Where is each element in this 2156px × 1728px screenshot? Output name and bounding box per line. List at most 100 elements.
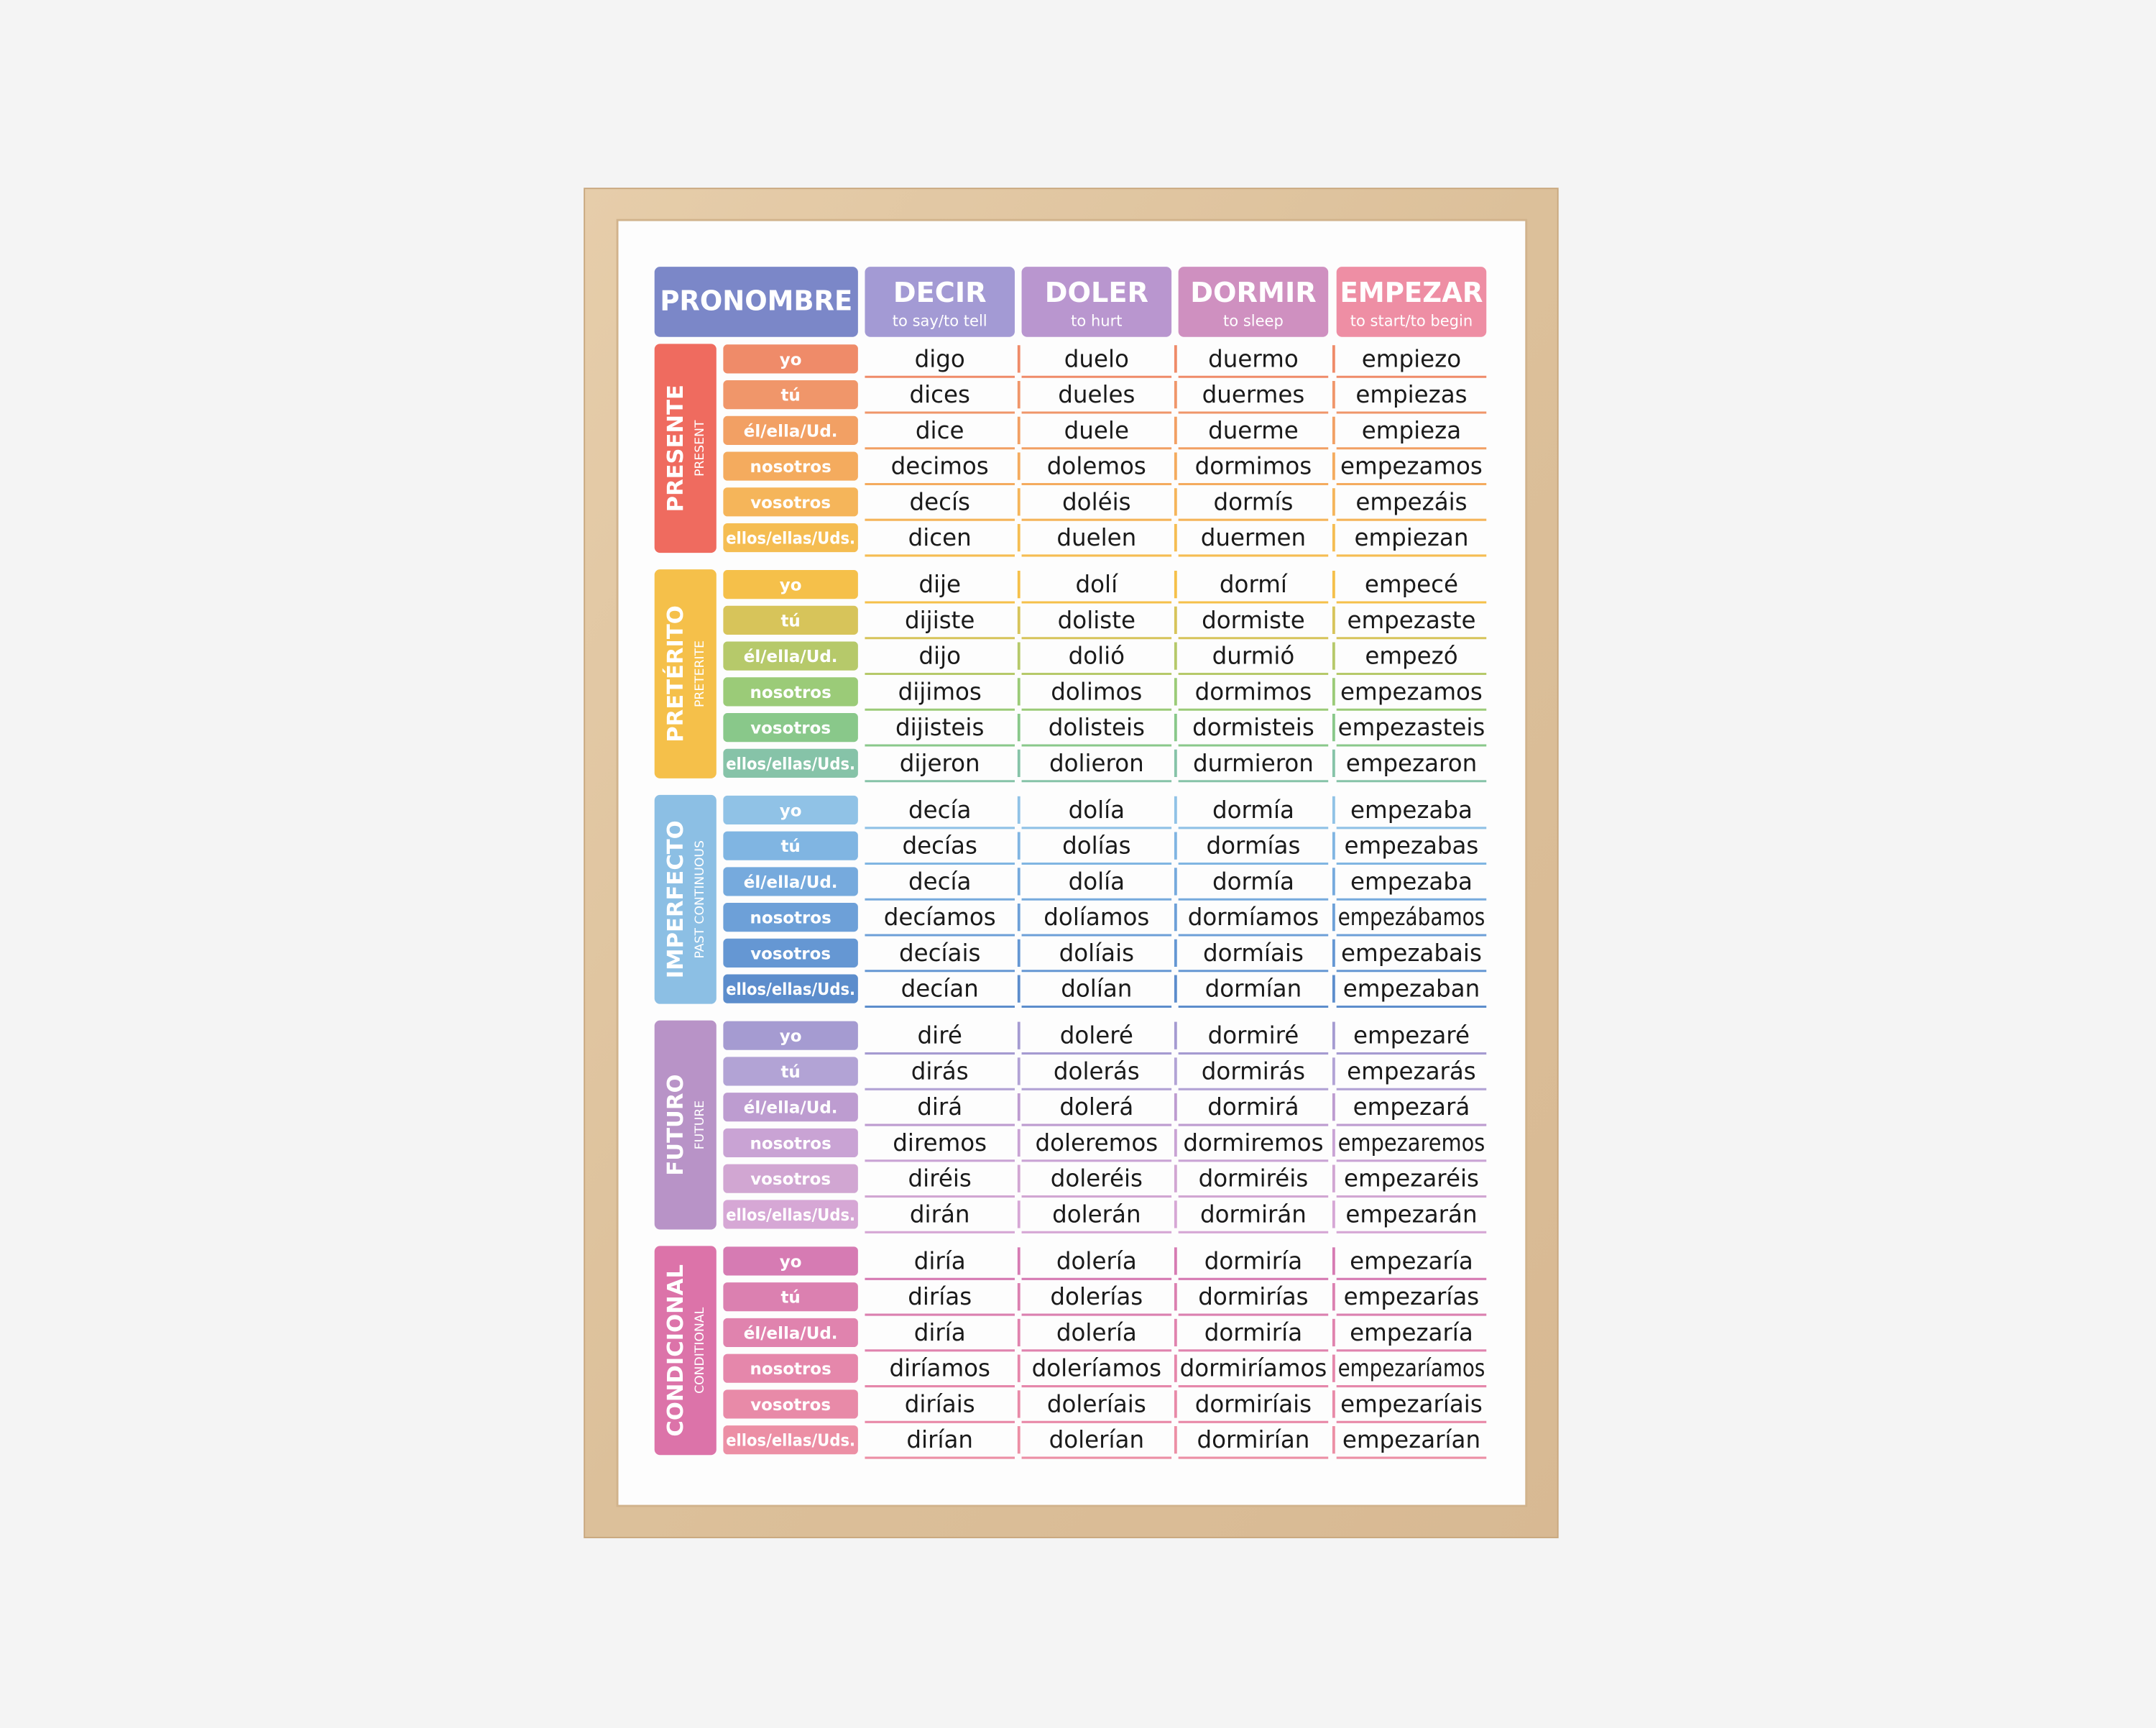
verb-name: DECIR bbox=[893, 277, 987, 309]
conjugation: empezaba bbox=[1350, 796, 1473, 824]
conjugation: dirás bbox=[911, 1057, 969, 1085]
pronoun-pill bbox=[723, 487, 858, 517]
conjugation: dolía bbox=[1069, 868, 1125, 895]
pronoun-pill bbox=[723, 938, 858, 968]
conjugation: dolisteis bbox=[1049, 714, 1145, 741]
conjugation: empezamos bbox=[1340, 678, 1483, 705]
pronoun: yo bbox=[780, 1253, 802, 1272]
pronoun: nosotros bbox=[750, 909, 831, 928]
pronoun-pill bbox=[723, 748, 858, 778]
pronoun: vosotros bbox=[750, 1170, 831, 1189]
conjugation: diríais bbox=[905, 1390, 975, 1417]
conjugation: dolió bbox=[1069, 643, 1125, 670]
pronoun-pill bbox=[723, 1093, 858, 1122]
conjugation: empezaremos bbox=[1338, 1129, 1485, 1157]
conjugation: empezarás bbox=[1347, 1057, 1476, 1085]
conjugation: empezabais bbox=[1341, 939, 1482, 967]
header-pronoun-title: PRONOMBRE bbox=[660, 285, 852, 317]
pronoun: tú bbox=[780, 1063, 800, 1082]
conjugation: empezó bbox=[1365, 643, 1457, 670]
conjugation: duelen bbox=[1056, 524, 1136, 551]
pronoun: tú bbox=[780, 837, 800, 856]
pronoun: él/ella/Ud. bbox=[744, 1324, 838, 1343]
header-verb-box bbox=[1336, 267, 1487, 337]
conjugation: dijeron bbox=[900, 750, 980, 777]
pronoun-pill bbox=[723, 713, 858, 743]
conjugation: decías bbox=[903, 832, 977, 860]
conjugation: dijisteis bbox=[895, 714, 984, 741]
pronoun-pill bbox=[723, 1200, 858, 1229]
pronoun: ellos/ellas/Uds. bbox=[726, 980, 855, 999]
pronoun: tú bbox=[780, 612, 800, 630]
conjugation: dormiría bbox=[1204, 1319, 1302, 1346]
conjugation: dije bbox=[918, 571, 961, 598]
pronoun-pill bbox=[723, 1164, 858, 1193]
pronoun-pill bbox=[723, 903, 858, 932]
pronoun: él/ella/Ud. bbox=[744, 648, 838, 666]
pronoun-pill bbox=[723, 570, 858, 599]
conjugation: empezasteis bbox=[1338, 714, 1485, 741]
pronoun-pill bbox=[723, 795, 858, 825]
tense-name: FUTURO bbox=[663, 1075, 688, 1176]
conjugation: decimos bbox=[891, 453, 989, 480]
pronoun: yo bbox=[780, 576, 802, 595]
conjugation: empezaría bbox=[1350, 1319, 1473, 1346]
conjugation: dice bbox=[916, 417, 964, 444]
pronoun: ellos/ellas/Uds. bbox=[726, 755, 855, 773]
conjugation: dormiréis bbox=[1199, 1165, 1309, 1192]
tense-label: PRETÉRITO PRETERITE bbox=[663, 605, 707, 743]
tense-side-box bbox=[654, 569, 717, 778]
conjugation: empezaré bbox=[1353, 1022, 1470, 1049]
conjugation: empezamos bbox=[1340, 453, 1483, 480]
conjugation: empezaron bbox=[1346, 750, 1477, 777]
tense-english: PRESENT bbox=[693, 420, 707, 477]
conjugation: dormiremos bbox=[1183, 1129, 1323, 1157]
conjugation: dolería bbox=[1056, 1319, 1137, 1346]
tense-english: PRETERITE bbox=[693, 640, 707, 707]
conjugation: dirá bbox=[917, 1093, 962, 1121]
conjugation: dormía bbox=[1212, 796, 1294, 824]
conjugation: dolías bbox=[1062, 832, 1130, 860]
conjugation: dueles bbox=[1058, 381, 1135, 408]
pronoun: él/ella/Ud. bbox=[744, 1099, 838, 1118]
conjugation: empezarían bbox=[1342, 1426, 1480, 1453]
header-pronoun-box bbox=[654, 267, 858, 337]
conjugation: diréis bbox=[908, 1165, 972, 1192]
conjugation: dolerás bbox=[1054, 1057, 1140, 1085]
conjugation: duele bbox=[1064, 417, 1129, 444]
tense-name: IMPERFECTO bbox=[663, 820, 688, 978]
conjugation: dolía bbox=[1069, 796, 1125, 824]
tense-side-box bbox=[654, 1020, 717, 1230]
conjugation: durmieron bbox=[1193, 750, 1314, 777]
conjugation: empezáis bbox=[1355, 488, 1467, 515]
conjugation: dormí bbox=[1220, 571, 1288, 598]
conjugation: dormiríamos bbox=[1180, 1355, 1327, 1382]
pronoun-pill bbox=[723, 1246, 858, 1276]
pronoun-pill bbox=[723, 867, 858, 896]
pronoun-pill bbox=[723, 1057, 858, 1086]
conjugation: empezaba bbox=[1350, 868, 1473, 895]
conjugation: dormías bbox=[1206, 832, 1300, 860]
tense-label: FUTURO FUTURE bbox=[663, 1075, 707, 1176]
conjugation: duermes bbox=[1202, 381, 1305, 408]
tense-label: PRESENTE PRESENT bbox=[663, 385, 707, 512]
conjugation: empezaríamos bbox=[1338, 1355, 1485, 1382]
conjugation: dormisteis bbox=[1192, 714, 1314, 741]
pronoun: él/ella/Ud. bbox=[744, 422, 838, 441]
conjugation: duermo bbox=[1208, 345, 1299, 372]
conjugation: dormirías bbox=[1198, 1283, 1308, 1310]
conjugation: dolerá bbox=[1059, 1093, 1133, 1121]
verb-name: EMPEZAR bbox=[1340, 277, 1483, 309]
tense-side-box bbox=[654, 344, 717, 553]
pronoun-pill bbox=[723, 974, 858, 1003]
conjugation: digo bbox=[915, 345, 965, 372]
conjugation: empezabas bbox=[1345, 832, 1479, 860]
pronoun-pill bbox=[723, 1425, 858, 1455]
tense-name: CONDICIONAL bbox=[663, 1264, 688, 1437]
tense-name: PRESENTE bbox=[663, 385, 688, 512]
conjugation: dormirás bbox=[1202, 1057, 1305, 1085]
tense-name: PRETÉRITO bbox=[663, 605, 688, 743]
pronoun-pill bbox=[723, 451, 858, 481]
conjugation: dices bbox=[909, 381, 970, 408]
